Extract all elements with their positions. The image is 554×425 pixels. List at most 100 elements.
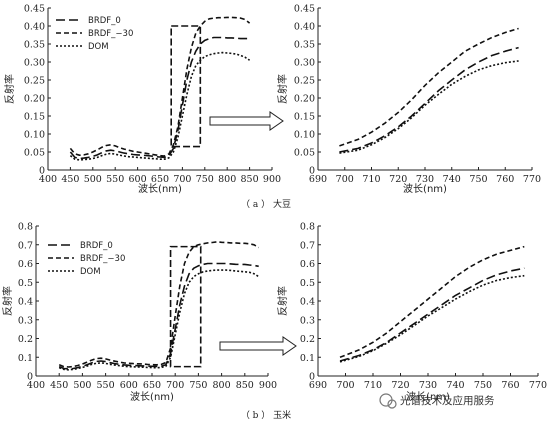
- soybean-full-y-tick-label: 0.15: [24, 112, 45, 123]
- soybean-full-x-tick-label: 700: [173, 174, 191, 185]
- soybean-full-x-tick-label: 550: [106, 174, 124, 185]
- soybean-zoom-y-axis-label: 反射率: [276, 74, 289, 104]
- maize-full-series-2: [58, 269, 260, 371]
- soybean-full-legend-label-1: BRDF_−30: [88, 29, 133, 39]
- soybean-full-x-tick-label: 850: [241, 174, 259, 185]
- soybean-full-chart: 400 450 500 550 600 650 700 750 800 850 900 0 0.05 0.…: [3, 4, 281, 196]
- maize-full-x-tick-label: 400: [27, 380, 45, 391]
- maize-zoom-x-tick-label: 720: [391, 380, 409, 391]
- soybean-zoom-y-tick-label: 0.15: [294, 112, 315, 123]
- maize-zoom-x-tick-label: 760: [501, 380, 519, 391]
- maize-zoom-x-axis-label: 波长(nm): [406, 390, 450, 403]
- soybean-zoom-y-tick-label: 0.20: [294, 94, 315, 105]
- maize-zoom-y-tick-label: 0.4: [300, 297, 315, 308]
- soybean-full-x-tick-label: 600: [129, 174, 147, 185]
- soybean-full-series-1: [69, 16, 251, 157]
- maize-full-series-1: [58, 241, 260, 368]
- soybean-zoom-x-tick-label: 720: [389, 174, 407, 185]
- maize-full-x-tick-label: 600: [120, 380, 138, 391]
- soybean-zoom-y-tick-label: 0.25: [294, 76, 315, 87]
- maize-full-y-tick-label: 0.3: [18, 315, 33, 326]
- soybean-full-y-tick-label: 0.35: [24, 40, 45, 51]
- soybean-full-y-tick-label: 0.40: [24, 22, 45, 33]
- soybean-zoom-x-tick-label: 760: [496, 174, 514, 185]
- soybean-zoom-x-tick-label: 690: [309, 174, 327, 185]
- maize-full-chart: 400 450 500 550 600 650 700 750 800 850 900 0 0.1 0.2…: [1, 222, 277, 404]
- maize-zoom-series-1: [339, 245, 525, 359]
- maize-full-x-tick-label: 850: [236, 380, 254, 391]
- soybean-full-x-tick-label: 750: [196, 174, 214, 185]
- maize-full-legend-label-0: BRDF_0: [80, 241, 113, 251]
- maize-zoom-y-tick-label: 0.6: [300, 259, 315, 270]
- caption-b: （ b ） 玉米: [241, 409, 291, 421]
- soybean-full-legend-label-2: DOM: [88, 42, 109, 52]
- soybean-zoom-y-tick-label: 0.35: [294, 40, 315, 51]
- maize-zoom-x-tick-label: 710: [364, 380, 382, 391]
- soybean-zoom-y-tick-label: 0.05: [294, 148, 315, 159]
- watermark: 光谱技术及应用服务: [379, 393, 495, 409]
- maize-zoom-y-axis-label: 反射率: [276, 286, 289, 316]
- maize-full-x-tick-label: 700: [166, 380, 184, 391]
- wechat-icon-small: [387, 399, 397, 409]
- soybean-full-region-box: [170, 25, 202, 148]
- maize-full-x-tick-label: 750: [189, 380, 207, 391]
- maize-full-x-tick-label: 900: [259, 380, 277, 391]
- soybean-full-y-tick-label: 0.45: [24, 4, 45, 15]
- maize-full-x-tick-label: 450: [50, 380, 68, 391]
- maize-full-y-tick-label: 0.4: [18, 297, 33, 308]
- maize-full-y-tick-label: 0.7: [18, 240, 33, 251]
- soybean-full-x-tick-label: 800: [218, 174, 236, 185]
- soybean-zoom-x-tick-label: 750: [469, 174, 487, 185]
- soybean-zoom-series-0: [339, 46, 519, 153]
- maize-zoom-arrow: [219, 336, 297, 356]
- maize-zoom-x-tick-label: 770: [529, 380, 547, 391]
- maize-full-x-tick-label: 500: [73, 380, 91, 391]
- maize-zoom-series-2: [339, 274, 525, 363]
- maize-full-y-tick-label: 0.2: [18, 334, 33, 345]
- maize-zoom-x-tick-label: 690: [309, 380, 327, 391]
- maize-full-y-tick-label: 0: [27, 372, 33, 383]
- soybean-zoom-x-axis-label: 波长(nm): [403, 182, 447, 195]
- soybean-zoom-x-tick-label: 740: [443, 174, 461, 185]
- soybean-full-x-tick-label: 650: [151, 174, 169, 185]
- maize-zoom-y-tick-label: 0.8: [300, 222, 315, 233]
- soybean-full-y-tick-label: 0.30: [24, 58, 45, 69]
- maize-full-y-tick-label: 0.5: [18, 278, 33, 289]
- soybean-full-y-axis-label: 反射率: [3, 74, 16, 104]
- soybean-full-series-0: [69, 36, 250, 160]
- maize-zoom-x-tick-label: 700: [336, 380, 354, 391]
- soybean-zoom-y-tick-label: 0.30: [294, 58, 315, 69]
- soybean-zoom-y-tick-label: 0.45: [294, 4, 315, 15]
- maize-zoom-y-tick-label: 0.5: [300, 278, 315, 289]
- soybean-zoom-y-tick-label: 0.10: [294, 130, 315, 141]
- soybean-full-x-tick-label: 400: [39, 174, 57, 185]
- maize-full-legend-label-2: DOM: [80, 267, 101, 277]
- soybean-full-y-tick-label: 0.20: [24, 94, 45, 105]
- maize-zoom-chart: 690 700 710 720 730 740 750 760 770 0 0.1 0.2 0.3 0.4…: [276, 222, 547, 404]
- caption-a: （ a ） 大豆: [241, 198, 291, 210]
- soybean-zoom-x-tick-label: 700: [336, 174, 354, 185]
- soybean-zoom-y-tick-label: 0: [309, 166, 315, 177]
- maize-full-x-tick-label: 800: [213, 380, 231, 391]
- soybean-zoom-x-tick-label: 770: [523, 174, 541, 185]
- maize-zoom-x-tick-label: 740: [446, 380, 464, 391]
- maize-zoom-x-tick-label: 750: [474, 380, 492, 391]
- maize-full-y-axis-label: 反射率: [1, 286, 14, 316]
- maize-full-x-axis-label: 波长(nm): [130, 390, 174, 403]
- maize-zoom-y-tick-label: 0: [309, 372, 315, 383]
- soybean-full-y-tick-label: 0.05: [24, 148, 45, 159]
- maize-full-x-tick-label: 650: [143, 380, 161, 391]
- maize-full-region-box: [169, 245, 202, 368]
- maize-zoom-y-tick-label: 0.2: [300, 334, 315, 345]
- soybean-full-y-tick-label: 0: [39, 166, 45, 177]
- soybean-full-series-2: [69, 51, 251, 161]
- soybean-full-y-tick-label: 0.10: [24, 130, 45, 141]
- soybean-full-legend-label-0: BRDF_0: [88, 16, 121, 26]
- maize-full-x-tick-label: 550: [97, 380, 115, 391]
- maize-zoom-series-0: [339, 267, 525, 362]
- soybean-zoom-y-tick-label: 0.40: [294, 22, 315, 33]
- soybean-zoom-series-1: [339, 27, 519, 147]
- maize-zoom-y-tick-label: 0.3: [300, 315, 315, 326]
- soybean-full-x-tick-label: 500: [84, 174, 102, 185]
